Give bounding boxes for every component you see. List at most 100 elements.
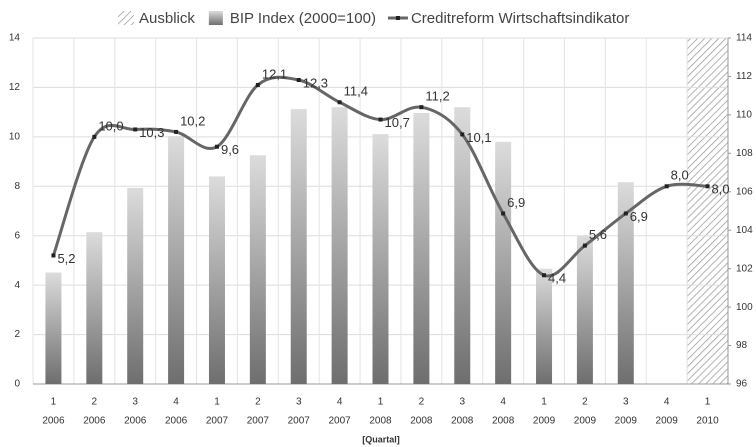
x-year-label: 2008 — [410, 416, 433, 427]
x-year-label: 2007 — [288, 416, 311, 427]
line-marker — [296, 78, 301, 83]
line-marker — [92, 134, 97, 139]
legend-swatch — [395, 16, 400, 20]
x-year-label: 2007 — [206, 416, 229, 427]
bar — [495, 141, 512, 384]
value-label: 8,0 — [712, 182, 730, 197]
y2-tick-label: 114 — [736, 33, 752, 44]
line-marker — [214, 144, 219, 149]
y-tick-label: 2 — [14, 329, 20, 340]
y2-tick-label: 100 — [736, 302, 753, 313]
line-marker — [664, 184, 669, 189]
y2-tick-label: 102 — [736, 263, 753, 274]
x-year-label: 2008 — [492, 416, 515, 427]
value-label: 12,1 — [262, 66, 287, 81]
x-year-label: 2006 — [124, 416, 147, 427]
bar — [536, 268, 553, 384]
x-tick-label: 1 — [214, 397, 220, 408]
bar — [617, 182, 634, 384]
y-tick-label: 10 — [9, 131, 21, 142]
x-year-label: 2008 — [451, 416, 474, 427]
value-label: 6,9 — [630, 209, 648, 224]
y-tick-label: 0 — [14, 379, 20, 390]
line-marker — [51, 253, 56, 258]
value-label: 12,3 — [303, 75, 328, 90]
x-year-label: 2007 — [247, 416, 270, 427]
x-tick-label: 3 — [459, 397, 465, 408]
x-tick-label: 4 — [664, 397, 670, 408]
bar — [168, 136, 185, 384]
value-label: 5,2 — [57, 251, 75, 266]
bar — [208, 176, 225, 384]
x-year-label: 2007 — [328, 416, 351, 427]
value-label: 10,7 — [385, 115, 410, 130]
line-marker — [174, 129, 179, 134]
legend-label: Creditreform Wirtschaftsindikator — [411, 10, 629, 27]
x-year-label: 2009 — [656, 416, 679, 427]
x-tick-label: 1 — [705, 397, 711, 408]
value-label: 6,9 — [507, 195, 525, 210]
value-label: 4,4 — [548, 271, 566, 286]
y2-tick-label: 104 — [736, 225, 753, 236]
value-label: 10,2 — [180, 113, 205, 128]
line-marker — [460, 132, 465, 137]
line-marker — [705, 184, 710, 189]
line-marker — [501, 211, 506, 216]
legend-label: Ausblick — [139, 10, 195, 27]
line-marker — [419, 105, 424, 110]
y-tick-label: 8 — [14, 181, 20, 192]
x-year-label: 2009 — [574, 416, 597, 427]
x-tick-label: 3 — [623, 397, 629, 408]
x-year-label: 2009 — [533, 416, 556, 427]
legend-label: BIP Index (2000=100) — [230, 10, 376, 27]
x-tick-label: 2 — [255, 397, 261, 408]
y2-tick-label: 112 — [736, 71, 752, 82]
value-label: 9,6 — [221, 142, 239, 157]
value-label: 10,3 — [139, 125, 164, 140]
x-tick-label: 3 — [132, 397, 138, 408]
y-tick-label: 14 — [9, 33, 21, 44]
y-tick-label: 6 — [14, 230, 20, 241]
legend-swatch — [118, 11, 134, 25]
x-year-label: 2006 — [165, 416, 188, 427]
x-year-label: 2008 — [369, 416, 392, 427]
bar — [454, 107, 471, 384]
line-marker — [337, 100, 342, 105]
x-year-label: 2009 — [615, 416, 638, 427]
legend-swatch — [208, 11, 223, 25]
y2-tick-label: 106 — [736, 186, 753, 197]
value-label: 11,2 — [425, 89, 449, 104]
x-tick-label: 3 — [296, 397, 302, 408]
x-tick-label: 2 — [419, 397, 425, 408]
bar — [86, 232, 103, 384]
line-marker — [255, 82, 260, 87]
y2-tick-label: 110 — [736, 110, 752, 121]
line-marker — [378, 117, 383, 122]
x-year-label: 2010 — [696, 416, 719, 427]
bar — [45, 272, 62, 384]
bar — [290, 109, 307, 384]
x-tick-label: 2 — [92, 397, 98, 408]
value-label: 5,6 — [589, 227, 607, 242]
line-marker — [542, 273, 547, 278]
bar — [413, 112, 430, 384]
line-marker — [133, 127, 138, 132]
value-label: 10,1 — [466, 130, 491, 145]
x-tick-label: 1 — [378, 397, 384, 408]
x-year-label: 2006 — [42, 416, 65, 427]
line-marker — [623, 211, 628, 216]
bar — [249, 155, 266, 384]
y-tick-label: 12 — [9, 82, 21, 93]
y-tick-label: 4 — [14, 280, 20, 291]
line-marker — [582, 243, 587, 248]
y2-tick-label: 108 — [736, 148, 753, 159]
x-tick-label: 4 — [337, 397, 343, 408]
x-year-label: 2006 — [83, 416, 106, 427]
x-axis-title: [Quartal] — [362, 434, 400, 444]
value-label: 10,0 — [98, 118, 123, 133]
value-label: 8,0 — [671, 168, 689, 183]
bar — [576, 235, 593, 384]
x-tick-label: 1 — [51, 397, 57, 408]
y2-tick-label: 98 — [736, 340, 748, 351]
